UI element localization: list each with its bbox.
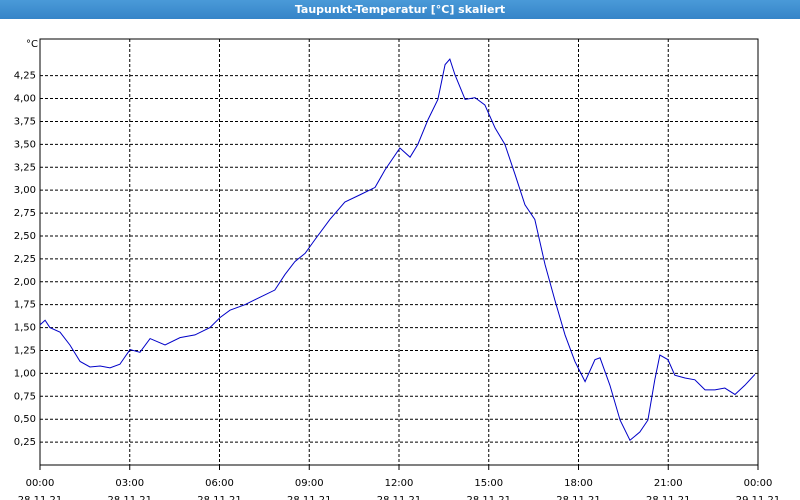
y-unit: °C	[26, 39, 38, 50]
y-tick-label: 2,50	[14, 231, 36, 242]
y-tick-label: 2,25	[14, 254, 36, 265]
x-tick-label: 00:00	[26, 478, 55, 489]
y-tick-label: 2,75	[14, 208, 36, 219]
x-tick-label: 06:00	[205, 478, 234, 489]
chart: °C 0,25 0,50 0,75 1,00 1,25 1,50 1,75 2,00 2,25 2…	[14, 38, 781, 500]
x-tick-date: 28.11.21	[18, 495, 63, 500]
x-tick-date: 28.11.21	[646, 495, 691, 500]
y-tick-label: 0,50	[14, 414, 36, 425]
y-tick-label: 0,25	[14, 437, 36, 448]
x-tick-label: 21:00	[654, 478, 683, 489]
x-tick-date: 28.11.21	[287, 495, 332, 500]
y-tick-label: 3,25	[14, 162, 36, 173]
y-tick-label: 3,75	[14, 116, 36, 127]
y-tick-label: 1,00	[14, 368, 36, 379]
y-tick-label: 3,00	[14, 185, 36, 196]
x-tick-date: 28.11.21	[466, 495, 511, 500]
x-tick-label: 09:00	[295, 478, 324, 489]
y-tick-label: 2,00	[14, 277, 36, 288]
plot-frame	[39, 38, 759, 466]
data-line	[39, 58, 756, 442]
x-tick-date: 29.11.21	[736, 495, 781, 500]
x-tick-date: 28.11.21	[556, 495, 601, 500]
y-tick-label: 1,25	[14, 345, 36, 356]
title-bar: Taupunkt-Temperatur [°C] skaliert	[0, 0, 800, 19]
y-tick-label: 1,50	[14, 323, 36, 334]
x-tick-label: 15:00	[474, 478, 503, 489]
x-tick-date: 28.11.21	[377, 495, 422, 500]
x-tick-date: 28.11.21	[197, 495, 242, 500]
x-tick-label: 00:00	[744, 478, 773, 489]
x-tick-label: 03:00	[115, 478, 144, 489]
y-tick-label: 4,25	[14, 71, 36, 82]
x-tick-label: 18:00	[564, 478, 593, 489]
y-tick-label: 4,00	[14, 94, 36, 105]
y-tick-label: 3,50	[14, 139, 36, 150]
x-tick-date: 28.11.21	[107, 495, 152, 500]
x-tick-label: 12:00	[385, 478, 414, 489]
y-tick-label: 1,75	[14, 300, 36, 311]
y-tick-label: 0,75	[14, 391, 36, 402]
